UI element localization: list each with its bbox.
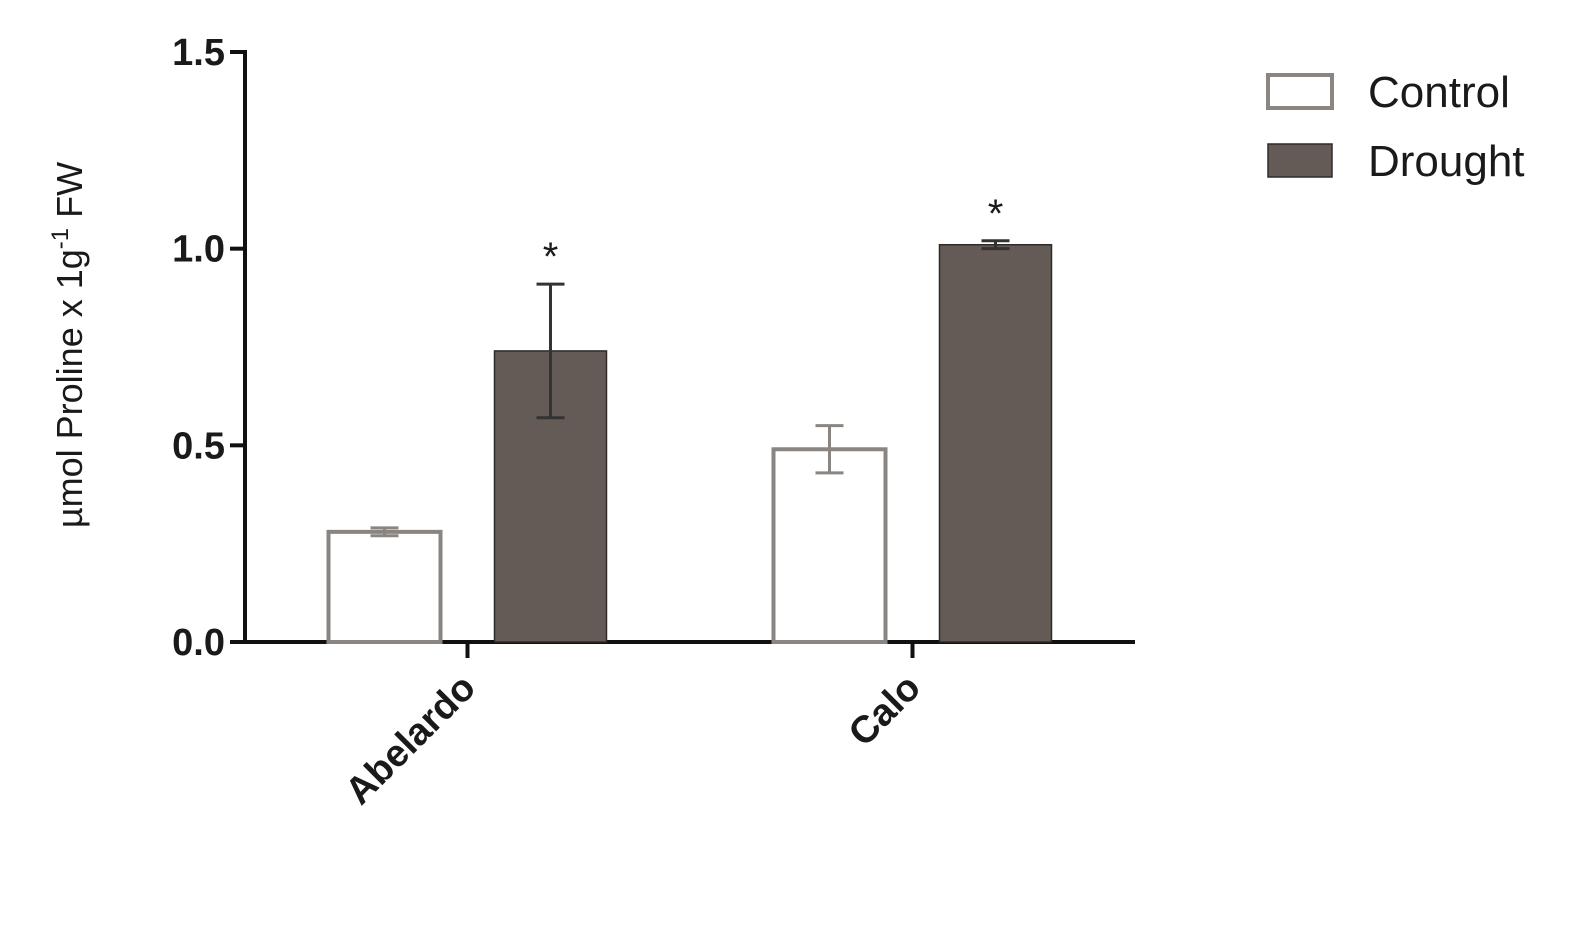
x-tick-label: Calo xyxy=(841,667,929,755)
y-tick-label: 1.0 xyxy=(172,229,225,271)
bar xyxy=(938,243,1053,643)
significance-marker: * xyxy=(543,235,559,279)
y-tick-label: 1.5 xyxy=(172,32,225,74)
y-label-superscript: -1 xyxy=(47,228,74,249)
y-label-main: µmol Proline x 1g xyxy=(49,249,90,528)
y-tick-label: 0.5 xyxy=(172,425,225,467)
legend-label: Control xyxy=(1368,68,1510,117)
legend-swatch xyxy=(1267,143,1333,178)
y-axis-label: µmol Proline x 1g-1 FW xyxy=(47,162,90,528)
x-tick-label: Abelardo xyxy=(338,667,484,813)
bar xyxy=(771,447,888,644)
y-label-suffix: FW xyxy=(49,162,90,228)
legend-swatch xyxy=(1266,73,1334,110)
bar xyxy=(326,529,443,644)
significance-marker: * xyxy=(988,192,1004,236)
y-tick-label: 0.0 xyxy=(172,622,225,664)
legend-label: Drought xyxy=(1368,137,1525,186)
